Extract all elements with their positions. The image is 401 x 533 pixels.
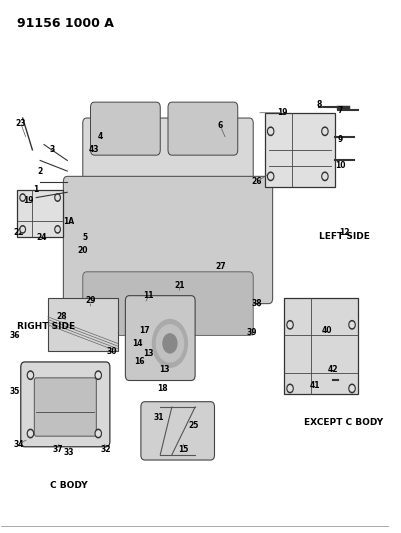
Text: 16: 16 [134,358,144,367]
Text: 33: 33 [64,448,75,457]
Circle shape [28,373,32,378]
Circle shape [350,322,354,327]
Text: 4: 4 [97,132,103,141]
Text: LEFT SIDE: LEFT SIDE [319,232,370,241]
Circle shape [288,322,292,327]
Circle shape [27,429,34,438]
Circle shape [28,431,32,436]
Text: 6: 6 [218,122,223,131]
Text: 20: 20 [77,246,88,255]
Text: 1: 1 [34,185,39,194]
Text: 38: 38 [252,299,262,308]
Text: 28: 28 [56,312,67,321]
Text: 18: 18 [157,384,168,393]
Circle shape [269,128,273,134]
Text: 13: 13 [144,350,154,359]
Text: 42: 42 [328,366,338,374]
FancyBboxPatch shape [141,402,215,460]
Text: EXCEPT C BODY: EXCEPT C BODY [304,418,383,426]
Text: 5: 5 [82,233,87,242]
Text: 30: 30 [107,347,117,356]
FancyBboxPatch shape [21,362,110,447]
Text: 9: 9 [338,135,343,144]
Circle shape [349,320,355,329]
FancyBboxPatch shape [265,113,334,187]
Text: C BODY: C BODY [51,481,88,490]
Circle shape [55,225,60,233]
Text: 27: 27 [215,262,226,271]
Text: 19: 19 [23,196,34,205]
Text: 32: 32 [101,445,111,454]
Circle shape [95,429,101,438]
Text: 23: 23 [16,119,26,128]
Text: 2: 2 [38,166,43,175]
Text: 31: 31 [153,413,164,422]
Text: 14: 14 [132,339,142,348]
Text: 7: 7 [338,106,343,115]
Text: 19: 19 [277,108,288,117]
Text: 3: 3 [49,146,55,155]
Text: 22: 22 [14,228,24,237]
Circle shape [21,196,24,200]
FancyBboxPatch shape [168,102,238,155]
Circle shape [323,174,327,179]
Text: 35: 35 [10,386,20,395]
Circle shape [56,227,59,231]
Text: 8: 8 [316,100,322,109]
Text: 26: 26 [252,177,262,186]
Text: 10: 10 [335,161,346,170]
Text: 43: 43 [89,146,99,155]
Circle shape [20,194,25,201]
FancyBboxPatch shape [91,102,160,155]
Circle shape [267,127,274,135]
FancyBboxPatch shape [48,298,117,351]
Circle shape [349,384,355,393]
Circle shape [55,194,60,201]
Circle shape [322,127,328,135]
Circle shape [267,172,274,181]
FancyBboxPatch shape [34,378,96,436]
Circle shape [269,174,273,179]
Circle shape [27,371,34,379]
Text: RIGHT SIDE: RIGHT SIDE [17,322,75,331]
Text: 12: 12 [339,228,350,237]
Circle shape [322,172,328,181]
Text: 36: 36 [10,331,20,340]
Text: 15: 15 [178,445,189,454]
Circle shape [95,371,101,379]
Text: 21: 21 [174,280,185,289]
Circle shape [96,431,100,436]
Circle shape [287,384,293,393]
FancyBboxPatch shape [284,298,358,394]
Text: 29: 29 [85,296,96,305]
Circle shape [21,227,24,231]
Text: 37: 37 [52,445,63,454]
Circle shape [288,386,292,391]
Circle shape [323,128,327,134]
Text: 25: 25 [188,421,198,430]
Text: 11: 11 [144,291,154,300]
Text: 39: 39 [246,328,257,337]
Circle shape [156,325,184,362]
Text: 40: 40 [322,326,332,335]
Circle shape [163,334,177,353]
FancyBboxPatch shape [63,176,273,304]
FancyBboxPatch shape [83,272,253,335]
Circle shape [350,386,354,391]
Text: 41: 41 [310,381,320,390]
Text: 24: 24 [37,233,47,242]
Text: 13: 13 [159,366,169,374]
Circle shape [152,319,187,367]
Text: 1A: 1A [64,217,75,226]
Text: 91156 1000 A: 91156 1000 A [17,17,114,30]
Text: 34: 34 [14,440,24,449]
FancyBboxPatch shape [126,296,195,381]
FancyBboxPatch shape [17,190,63,237]
Circle shape [20,225,25,233]
Circle shape [56,196,59,200]
Circle shape [96,373,100,378]
Circle shape [287,320,293,329]
Text: 17: 17 [140,326,150,335]
FancyBboxPatch shape [83,118,253,214]
